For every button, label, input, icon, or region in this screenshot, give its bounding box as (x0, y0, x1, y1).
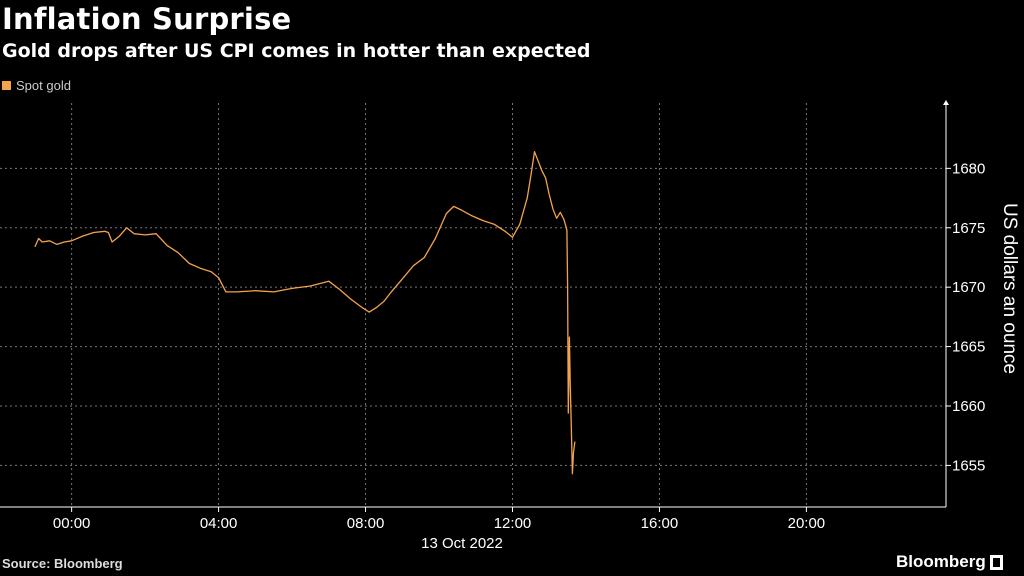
y-tick-label: 1660 (952, 398, 985, 415)
legend-swatch (2, 81, 11, 90)
y-axis-title: US dollars an ounce (999, 203, 1020, 374)
source-note: Source: Bloomberg (2, 556, 123, 571)
chart-title: Inflation Surprise (2, 2, 292, 36)
axes (0, 100, 951, 512)
x-axis-title: 13 Oct 2022 (421, 535, 503, 552)
y-tick-label: 1670 (952, 279, 985, 296)
y-tick-label: 1665 (952, 339, 985, 356)
bloomberg-mark-icon (989, 554, 1003, 570)
series-line-spot-gold (34, 151, 576, 475)
chart-subtitle: Gold drops after US CPI comes in hotter … (2, 40, 591, 62)
gridlines (0, 103, 946, 507)
x-tick-label: 00:00 (53, 515, 91, 532)
legend: Spot gold (2, 78, 71, 93)
x-tick-label: 08:00 (347, 515, 385, 532)
y-tick-label: 1675 (952, 220, 985, 237)
x-tick-label: 20:00 (788, 515, 826, 532)
x-tick-label: 16:00 (641, 515, 679, 532)
series-layer (34, 151, 576, 475)
tick-labels: 1655 1660 1665 1670 1675 1680 00:00 04:00 08:00 1… (53, 160, 1020, 552)
brand-text: Bloomberg (896, 552, 986, 571)
bloomberg-logo: Bloomberg (896, 552, 1003, 572)
x-tick-label: 12:00 (494, 515, 532, 532)
y-tick-label: 1680 (952, 160, 985, 177)
legend-label: Spot gold (16, 78, 71, 93)
y-axis-arrow-icon (943, 100, 949, 105)
y-tick-label: 1655 (952, 457, 985, 474)
x-tick-label: 04:00 (200, 515, 238, 532)
